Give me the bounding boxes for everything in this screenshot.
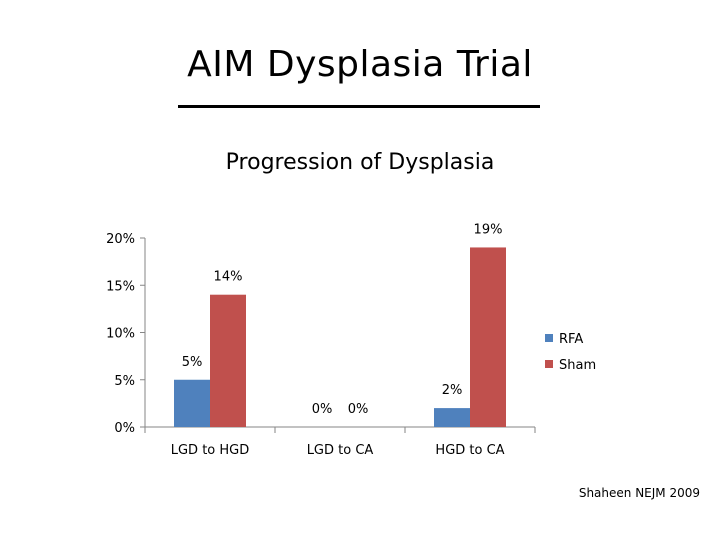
y-tick-label: 10% — [106, 327, 135, 342]
data-label: 0% — [348, 402, 369, 417]
title-underline — [178, 105, 540, 108]
bar-rfa — [434, 408, 470, 427]
bar-rfa — [174, 379, 210, 427]
bar-sham — [210, 294, 246, 427]
y-tick-label: 15% — [106, 279, 135, 294]
y-tick-label: 20% — [106, 232, 135, 247]
data-label: 5% — [182, 355, 203, 370]
y-tick-label: 5% — [114, 374, 135, 389]
legend-label: Sham — [559, 358, 596, 373]
slide-title: AIM Dysplasia Trial — [187, 44, 533, 85]
data-label: 19% — [474, 222, 503, 237]
data-label: 2% — [442, 383, 463, 398]
data-label: 0% — [312, 402, 333, 417]
legend-swatch-sham — [545, 360, 553, 368]
x-category-label: HGD to CA — [435, 443, 504, 458]
x-category-label: LGD to CA — [307, 443, 374, 458]
chart-title: Progression of Dysplasia — [225, 150, 495, 175]
source-citation: Shaheen NEJM 2009 — [578, 486, 700, 500]
legend-swatch-rfa — [545, 334, 553, 342]
y-tick-label: 0% — [114, 421, 135, 436]
legend-label: RFA — [559, 332, 583, 347]
data-label: 14% — [214, 270, 243, 285]
bar-sham — [470, 247, 506, 427]
x-category-label: LGD to HGD — [171, 443, 250, 458]
